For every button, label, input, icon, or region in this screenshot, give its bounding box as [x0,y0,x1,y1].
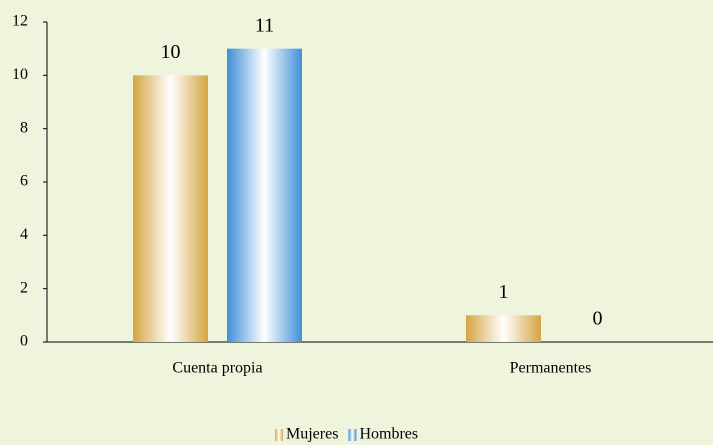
x-tick-label: Permanentes [510,360,592,377]
bar [227,48,302,343]
legend-label: Mujeres [286,426,338,443]
legend-label: Hombres [359,426,418,443]
legend-swatch [275,429,283,441]
y-tick-label: 6 [20,173,28,190]
bar [133,75,208,342]
y-tick-label: 10 [12,66,28,83]
y-tick-label: 12 [12,13,28,30]
y-tick-label: 0 [20,333,28,350]
value-label: 0 [593,308,603,330]
bar [466,315,541,342]
y-tick-label: 8 [20,119,28,136]
legend-swatch [348,429,357,441]
y-tick-label: 4 [20,226,28,243]
value-label: 1 [499,281,509,303]
y-tick-label: 2 [20,279,28,296]
x-tick-label: Cuenta propia [172,360,262,377]
value-label: 11 [255,14,274,36]
value-label: 10 [161,41,181,63]
